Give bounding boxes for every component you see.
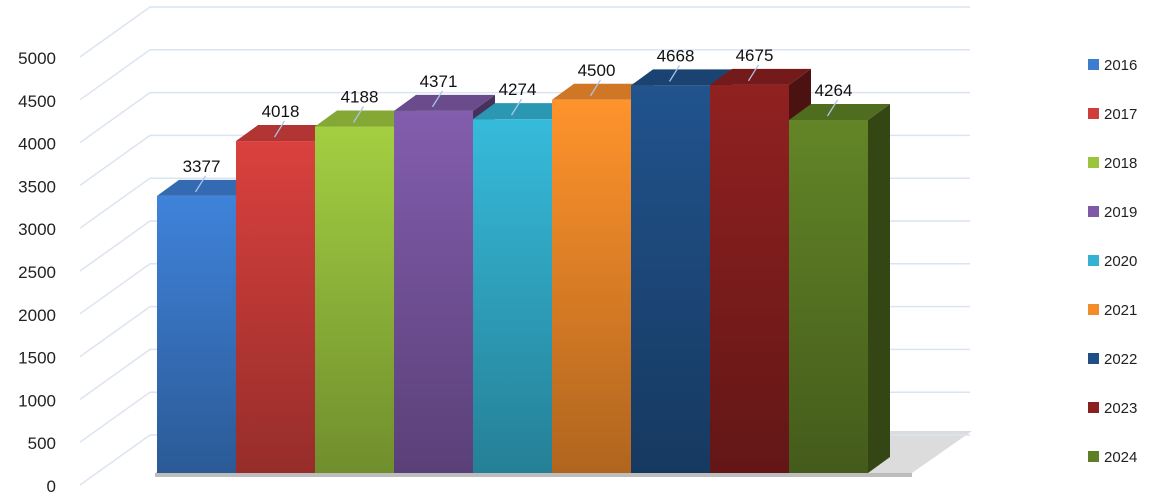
data-label-2020: 4274 <box>499 80 537 99</box>
gridline-side <box>79 91 151 144</box>
gridline-side <box>79 177 151 229</box>
legend-label: 2021 <box>1104 302 1137 319</box>
legend-swatch <box>1088 108 1099 119</box>
gridline-side <box>79 348 151 401</box>
bar-top-face <box>710 68 811 85</box>
legend-label: 2016 <box>1104 57 1137 74</box>
data-label-2024: 4264 <box>815 81 853 100</box>
y-tick-label: 5000 <box>18 49 56 68</box>
legend-label: 2018 <box>1104 155 1137 172</box>
y-tick-label: 500 <box>28 434 56 453</box>
gridline-side <box>79 49 151 101</box>
bar-top-face <box>157 179 258 196</box>
y-tick-label: 1000 <box>18 391 56 410</box>
data-label-2016: 3377 <box>183 157 221 176</box>
legend-label: 2024 <box>1104 449 1137 466</box>
legend-item-2018: 2018 <box>1088 155 1137 172</box>
legend-label: 2022 <box>1104 351 1137 368</box>
bar-front-face <box>789 120 868 474</box>
gridline-side <box>79 434 151 486</box>
legend-item-2021: 2021 <box>1088 302 1137 319</box>
bar-top-face <box>236 125 337 142</box>
gridline-side <box>79 305 151 358</box>
legend-swatch <box>1088 402 1099 413</box>
legend-item-2017: 2017 <box>1088 106 1137 123</box>
legend-swatch <box>1088 304 1099 315</box>
bars <box>157 68 890 474</box>
y-tick-label: 1500 <box>18 349 56 368</box>
y-tick-label: 2000 <box>18 306 56 325</box>
y-tick-label: 0 <box>47 477 56 496</box>
bar-top-face <box>315 110 416 127</box>
data-label-2021: 4500 <box>578 61 616 80</box>
data-label-leader <box>668 65 681 82</box>
legend-swatch <box>1088 451 1099 462</box>
data-label-2017: 4018 <box>262 102 300 121</box>
legend-item-2024: 2024 <box>1088 449 1137 466</box>
data-label-leader <box>352 106 365 123</box>
gridline-side <box>79 134 151 187</box>
bar-top-face <box>631 69 732 86</box>
gridline-side <box>79 220 151 272</box>
legend: 2016 2017 2018 2019 2020 2021 2022 2023 2024 <box>1088 57 1137 466</box>
legend-item-2016: 2016 <box>1088 57 1137 74</box>
bar-front-face <box>631 85 710 474</box>
y-tick-label: 2500 <box>18 263 56 282</box>
data-labels: 3377 4018 4188 4371 4274 4500 4668 4675 4264 <box>183 46 853 193</box>
legend-item-2022: 2022 <box>1088 351 1137 368</box>
gridline-side <box>79 391 151 443</box>
data-label-leader <box>826 99 839 117</box>
legend-swatch <box>1088 255 1099 266</box>
bar-front-face <box>157 195 236 473</box>
data-label-leader <box>589 79 602 97</box>
data-label-2023: 4675 <box>736 46 774 65</box>
legend-label: 2020 <box>1104 253 1137 270</box>
bar-front-face <box>552 99 631 474</box>
data-label-leader <box>273 120 286 138</box>
bar-front-face <box>473 119 552 473</box>
legend-item-2020: 2020 <box>1088 253 1137 270</box>
legend-swatch <box>1088 353 1099 364</box>
y-tick-label: 4500 <box>18 92 56 111</box>
data-label-2019: 4371 <box>420 72 458 91</box>
legend-swatch <box>1088 206 1099 217</box>
bar-front-face <box>315 126 394 473</box>
bar-top-face <box>473 103 574 120</box>
bar-2024 <box>789 104 890 474</box>
legend-swatch <box>1088 59 1099 70</box>
gridline-side <box>79 263 151 315</box>
y-axis-tick-labels: 0 500 1000 1500 2000 2500 3000 3500 4000 4500 5000 <box>18 49 56 496</box>
bar-front-face <box>236 141 315 473</box>
legend-label: 2023 <box>1104 400 1137 417</box>
data-label-leader <box>510 98 523 116</box>
data-label-leader <box>431 90 444 108</box>
data-label-2022: 4668 <box>657 46 695 65</box>
bar-side-face <box>868 104 890 474</box>
y-tick-label: 3500 <box>18 177 56 196</box>
gridline-side <box>79 6 151 58</box>
data-label-leader <box>194 175 207 193</box>
bar-top-face <box>394 94 495 111</box>
legend-swatch <box>1088 157 1099 168</box>
bar-front-face <box>710 84 789 473</box>
legend-label: 2019 <box>1104 204 1137 221</box>
bar-top-face <box>552 83 653 100</box>
y-tick-label: 4000 <box>18 135 56 154</box>
legend-label: 2017 <box>1104 106 1137 123</box>
floor-edge <box>155 473 912 477</box>
bar-front-face <box>394 110 473 473</box>
legend-item-2023: 2023 <box>1088 400 1137 417</box>
bar-top-face <box>789 104 890 121</box>
y-tick-label: 3000 <box>18 220 56 239</box>
data-label-leader <box>747 64 760 82</box>
legend-item-2019: 2019 <box>1088 204 1137 221</box>
data-label-2018: 4188 <box>341 88 379 107</box>
